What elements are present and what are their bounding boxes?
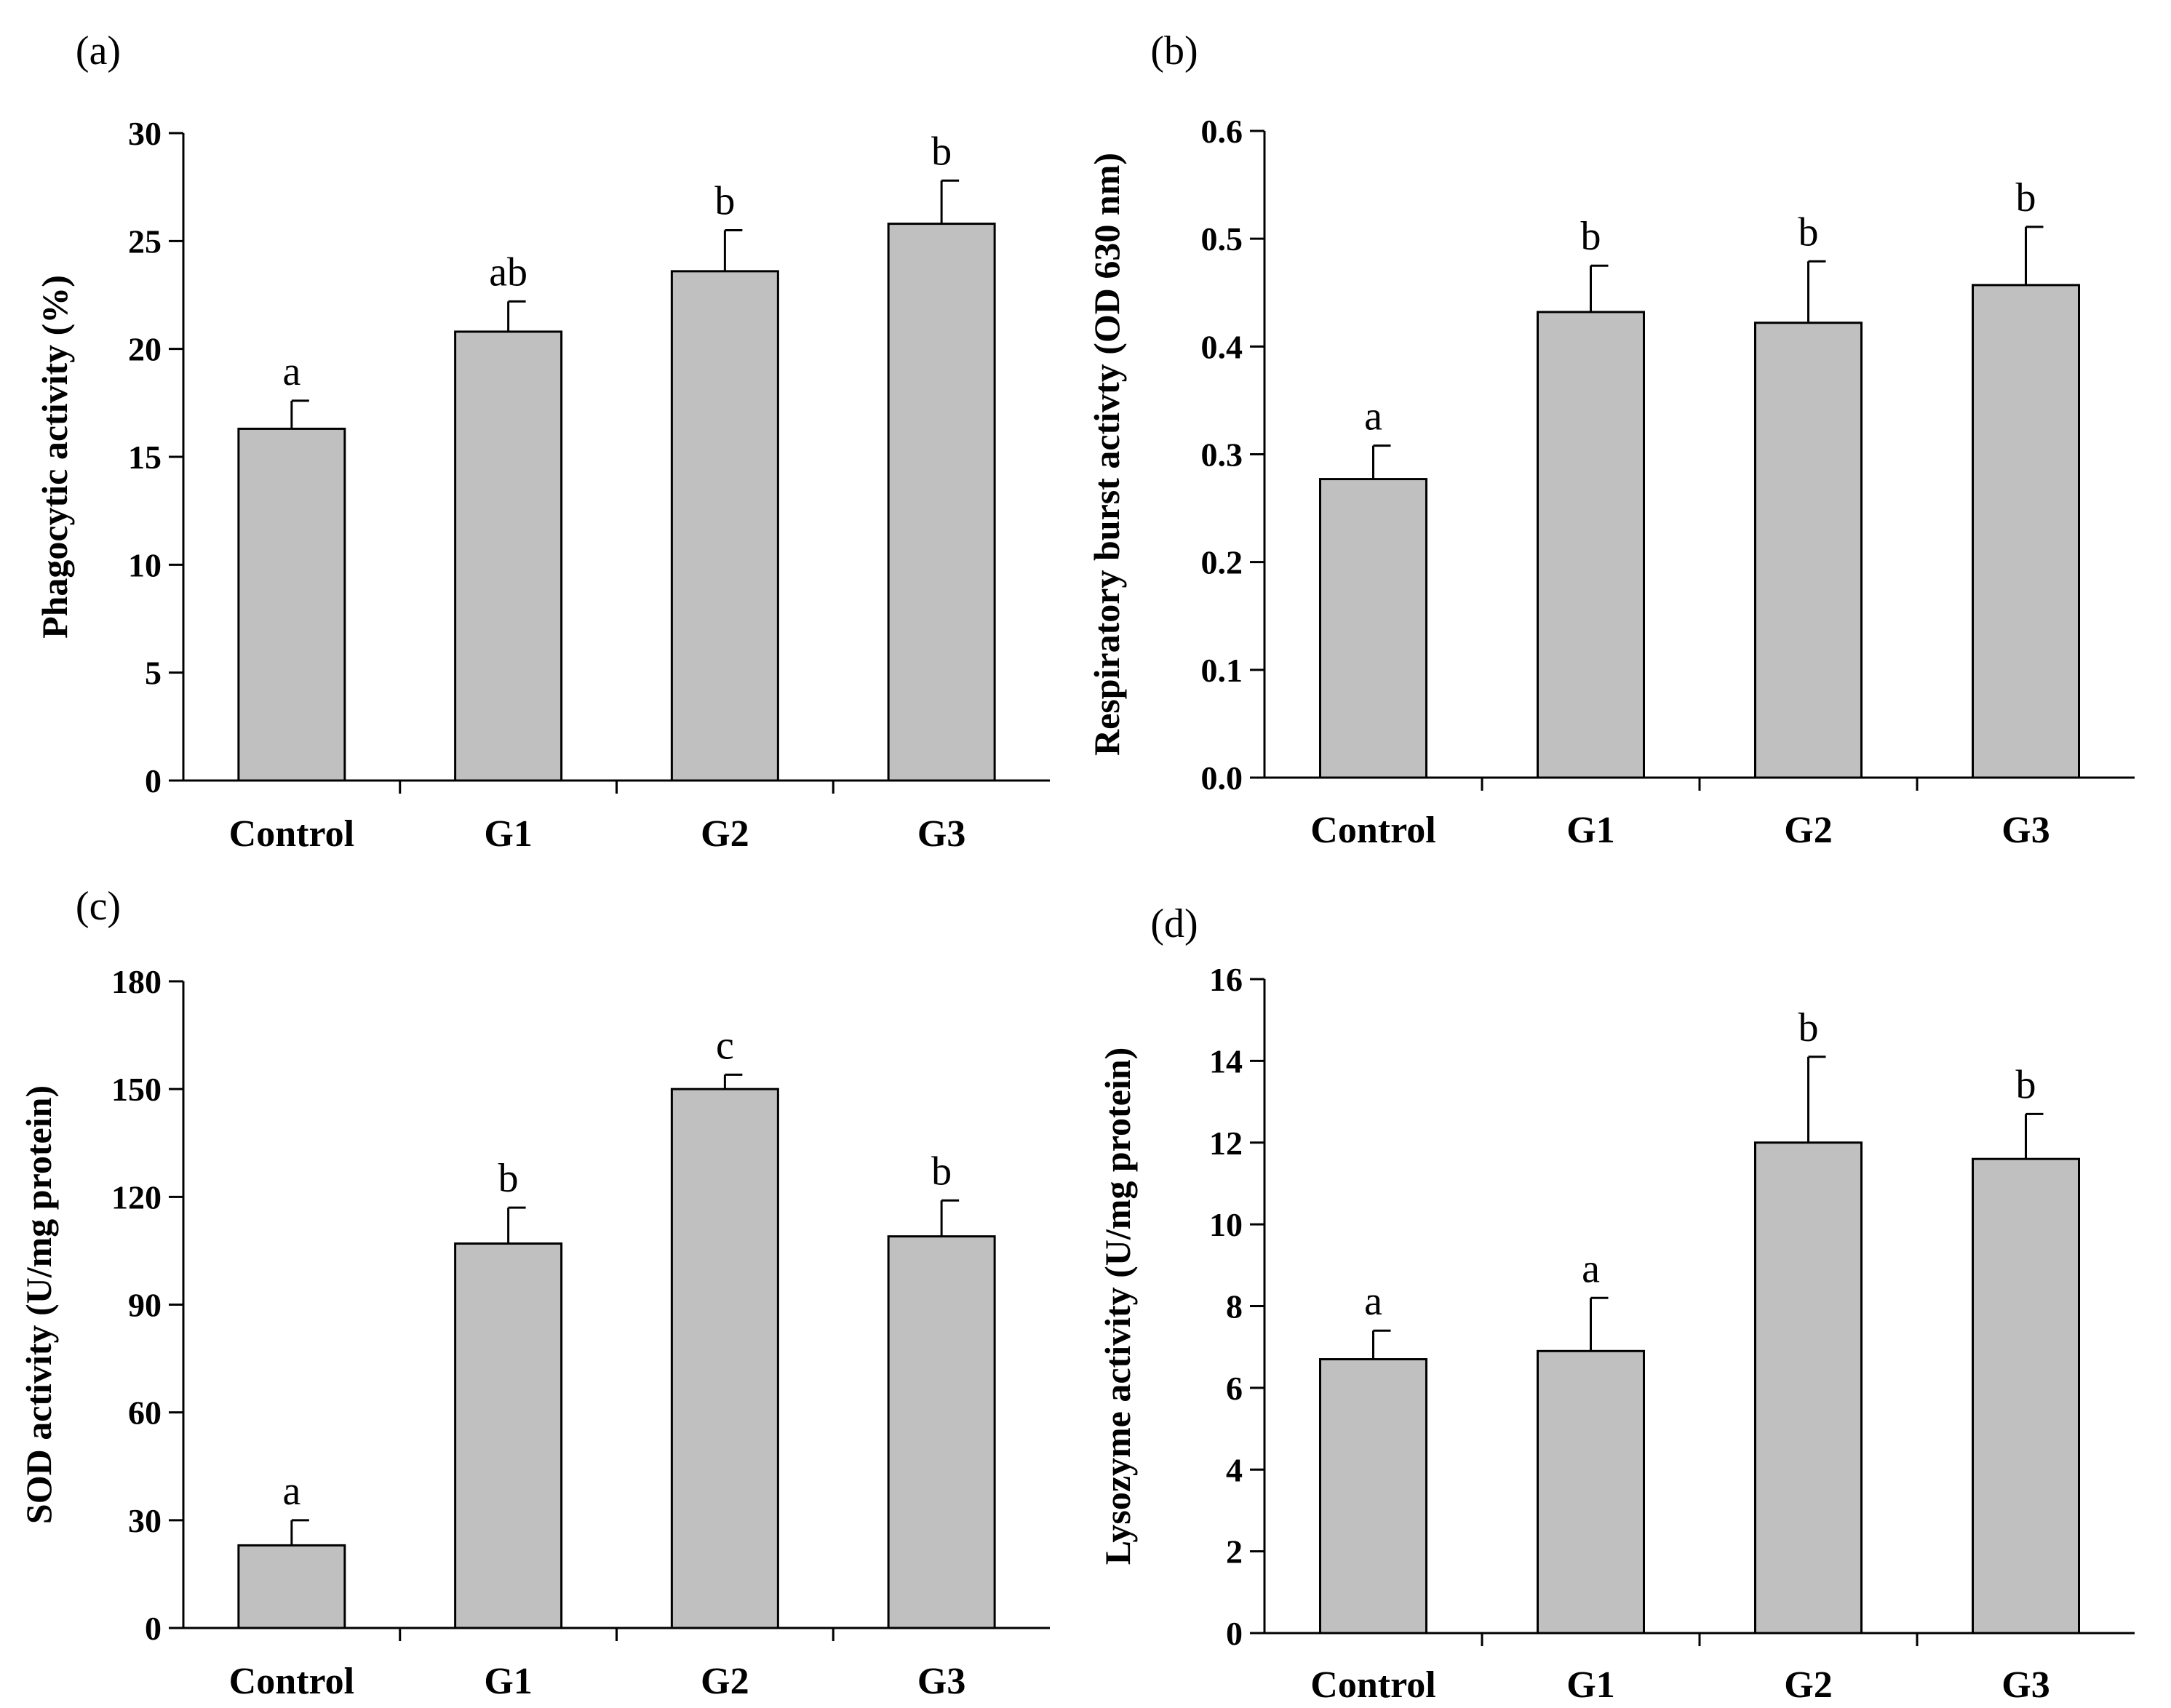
bar-g2 xyxy=(1754,1141,1863,1635)
category-label: Control xyxy=(1310,1664,1435,1706)
category-label: G1 xyxy=(484,1661,532,1702)
panel-label: (a) xyxy=(76,28,121,73)
category-label: G1 xyxy=(484,813,532,855)
y-tick-label: 0 xyxy=(145,762,162,799)
bar-g1 xyxy=(454,1242,563,1629)
y-tick-label: 6 xyxy=(1226,1370,1243,1407)
bar-g3 xyxy=(1972,1157,2080,1635)
significance-label: b xyxy=(2016,175,2036,220)
panel-label: (c) xyxy=(76,884,121,929)
bar-control xyxy=(1319,478,1427,779)
significance-label: b xyxy=(498,1156,519,1201)
y-tick-label: 0.5 xyxy=(1201,220,1243,258)
y-tick-label: 30 xyxy=(128,1502,162,1539)
bar-g3 xyxy=(887,1235,996,1629)
bar-g1 xyxy=(1537,311,1645,779)
y-axis-title: SOD activity (U/mg protein) xyxy=(18,1085,59,1524)
significance-label: c xyxy=(716,1023,734,1068)
category-label: G2 xyxy=(1784,810,1832,851)
category-label: G3 xyxy=(917,1661,965,1702)
category-label: Control xyxy=(1310,810,1435,851)
y-tick-label: 0 xyxy=(1226,1615,1243,1652)
significance-label: a xyxy=(282,1469,300,1514)
bar-g2 xyxy=(670,270,779,782)
y-tick-label: 20 xyxy=(128,331,162,368)
significance-label: b xyxy=(1798,1005,1819,1050)
panel-label: (d) xyxy=(1150,901,1198,946)
category-label: G1 xyxy=(1566,810,1614,851)
category-label: Control xyxy=(229,1661,354,1702)
y-axis-title: Lysozyme activity (U/mg protein) xyxy=(1097,1047,1138,1565)
significance-label: ab xyxy=(489,250,527,295)
y-tick-label: 0 xyxy=(145,1610,162,1647)
y-tick-label: 10 xyxy=(128,546,162,583)
bar-g2 xyxy=(670,1088,779,1629)
y-tick-label: 0.2 xyxy=(1201,544,1243,581)
y-tick-label: 0.6 xyxy=(1201,113,1243,150)
chart-panel-1: (a) 0 5 10 15 20 25 30 a Control ab G1 b G2 b G3 Phagocy… xyxy=(34,28,1050,855)
chart-panel-3: (c) 0 30 60 90 120 150 180 a Control b G1 c G2 b G3 SOD … xyxy=(18,884,1050,1702)
significance-label: b xyxy=(2016,1062,2036,1107)
y-tick-label: 15 xyxy=(128,439,162,476)
significance-label: a xyxy=(282,349,300,394)
chart-panel-2: (b) 0.0 0.1 0.2 0.3 0.4 0.5 0.6 a Control b G1 b G2 b G… xyxy=(1086,28,2135,851)
significance-label: b xyxy=(1798,209,1819,255)
bar-control xyxy=(237,427,346,782)
y-tick-label: 150 xyxy=(111,1071,162,1108)
significance-label: a xyxy=(1364,394,1382,439)
bar-control xyxy=(237,1544,346,1629)
chart-panel-4: (d) 0 2 4 6 8 10 12 14 16 a Control a G1 b G2 b G3 Lysozym… xyxy=(1097,901,2135,1706)
y-tick-label: 120 xyxy=(111,1178,162,1216)
bar-control xyxy=(1319,1358,1427,1635)
y-tick-label: 8 xyxy=(1226,1288,1243,1325)
category-label: G3 xyxy=(2001,810,2049,851)
category-label: G2 xyxy=(701,813,749,855)
y-tick-label: 0.4 xyxy=(1201,328,1243,365)
y-tick-label: 5 xyxy=(145,655,162,692)
significance-label: b xyxy=(931,129,952,174)
bar-g1 xyxy=(454,330,563,782)
y-tick-label: 2 xyxy=(1226,1533,1243,1571)
significance-label: b xyxy=(931,1149,952,1194)
significance-label: a xyxy=(1364,1279,1382,1324)
category-label: G3 xyxy=(917,813,965,855)
category-label: G3 xyxy=(2001,1664,2049,1706)
y-tick-label: 30 xyxy=(128,115,162,152)
y-axis-title: Respiratory burst activty (OD 630 nm) xyxy=(1086,153,1127,756)
y-tick-label: 12 xyxy=(1209,1125,1243,1162)
significance-label: a xyxy=(1582,1246,1600,1291)
y-tick-label: 180 xyxy=(111,963,162,1000)
bar-g2 xyxy=(1754,322,1863,779)
significance-label: b xyxy=(714,179,735,224)
y-tick-label: 4 xyxy=(1226,1451,1243,1488)
y-tick-label: 90 xyxy=(128,1287,162,1324)
panel-label: (b) xyxy=(1150,28,1198,73)
significance-label: b xyxy=(1581,214,1601,259)
y-tick-label: 60 xyxy=(128,1394,162,1432)
category-label: Control xyxy=(229,813,354,855)
y-tick-label: 14 xyxy=(1209,1042,1243,1080)
bar-g3 xyxy=(1972,284,2080,779)
y-tick-label: 0.3 xyxy=(1201,436,1243,474)
category-label: G2 xyxy=(1784,1664,1832,1706)
y-tick-label: 10 xyxy=(1209,1206,1243,1243)
y-axis-title: Phagocytic activity (%) xyxy=(34,275,75,639)
y-tick-label: 25 xyxy=(128,223,162,260)
y-tick-label: 16 xyxy=(1209,961,1243,998)
y-tick-label: 0.0 xyxy=(1201,759,1243,797)
category-label: G2 xyxy=(701,1661,749,1702)
y-tick-label: 0.1 xyxy=(1201,652,1243,689)
bar-g1 xyxy=(1537,1349,1645,1635)
bar-g3 xyxy=(887,223,996,782)
category-label: G1 xyxy=(1566,1664,1614,1706)
